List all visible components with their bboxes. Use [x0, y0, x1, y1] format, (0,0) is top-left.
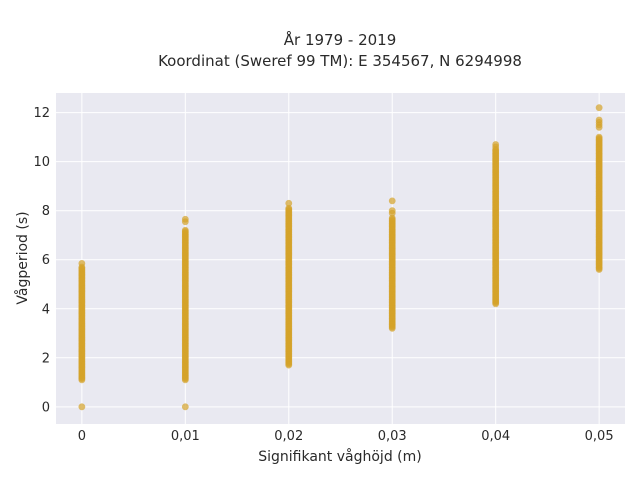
y-tick-label: 0	[42, 400, 50, 415]
x-axis-label: Signifikant våghöjd (m)	[258, 448, 421, 465]
plot-background	[56, 93, 625, 424]
x-tick-label: 0,05	[585, 429, 614, 444]
x-tick-label: 0,01	[171, 429, 200, 444]
y-tick-label: 10	[33, 155, 50, 170]
x-tick-label: 0	[78, 429, 86, 444]
chart-title-line-2: Koordinat (Sweref 99 TM): E 354567, N 62…	[158, 52, 522, 70]
y-tick-label: 6	[42, 253, 50, 268]
x-tick-label: 0,03	[378, 429, 407, 444]
data-point	[388, 214, 396, 222]
y-tick-label: 4	[42, 302, 50, 317]
chart-title-line-1: År 1979 - 2019	[284, 30, 397, 49]
data-point	[181, 226, 189, 234]
y-axis-label: Vågperiod (s)	[14, 211, 31, 304]
data-point	[285, 204, 293, 212]
data-point	[388, 207, 396, 215]
data-point	[595, 104, 603, 112]
data-point	[388, 197, 396, 205]
data-point	[285, 199, 293, 207]
data-point	[595, 133, 603, 141]
x-tick-label: 0,02	[274, 429, 303, 444]
data-point	[78, 260, 86, 267]
data-point	[181, 403, 189, 411]
y-tick-label: 8	[42, 204, 50, 219]
data-point	[78, 403, 86, 411]
plot-area: 0 2 4 6 8 10 12 0 0,01 0,02 0,03 0,04 0,05	[33, 93, 625, 444]
data-point	[181, 215, 189, 223]
data-point	[492, 141, 500, 148]
data-point	[595, 116, 603, 124]
y-tick-label: 12	[33, 106, 50, 121]
y-tick-label: 2	[42, 351, 50, 366]
x-tick-label: 0,04	[481, 429, 510, 444]
